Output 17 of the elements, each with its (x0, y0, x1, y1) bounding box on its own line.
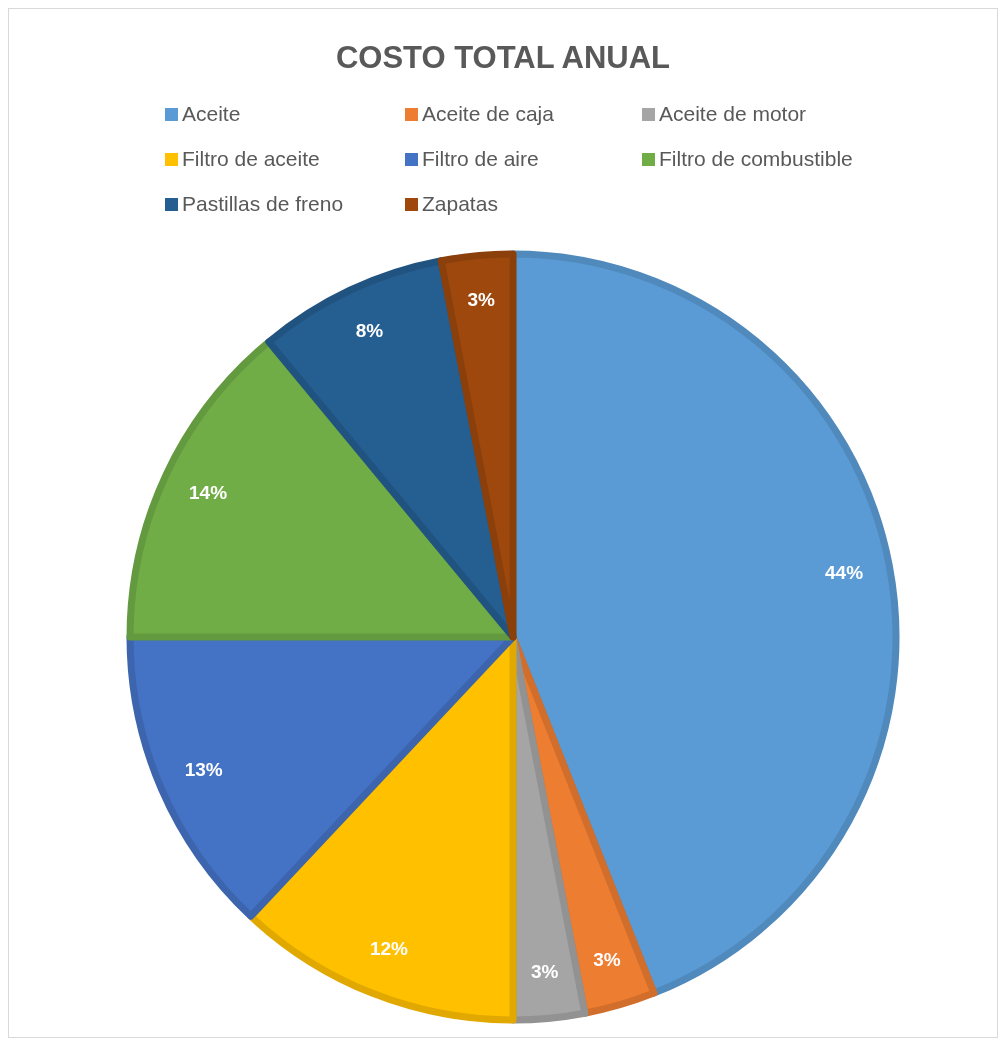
legend-label: Zapatas (422, 191, 498, 215)
data-label: 13% (184, 758, 223, 780)
legend-label: Filtro de aire (422, 146, 539, 170)
legend-label: Filtro de combustible (659, 146, 853, 170)
data-label: 12% (369, 938, 409, 960)
legend-label: Pastillas de freno (182, 191, 344, 215)
legend-label: Aceite de caja (422, 101, 555, 125)
chart-title: COSTO TOTAL ANUAL (335, 40, 671, 76)
legend-label: Filtro de aceite (182, 146, 320, 170)
data-label: 3% (593, 948, 621, 970)
data-label: 8% (355, 320, 384, 342)
data-label: 3% (467, 289, 496, 311)
data-label: 44% (825, 561, 864, 583)
legend-label: Aceite (182, 101, 241, 125)
legend-label: Aceite de motor (659, 101, 807, 125)
data-label: 3% (530, 960, 559, 982)
data-label: 14% (189, 481, 228, 503)
